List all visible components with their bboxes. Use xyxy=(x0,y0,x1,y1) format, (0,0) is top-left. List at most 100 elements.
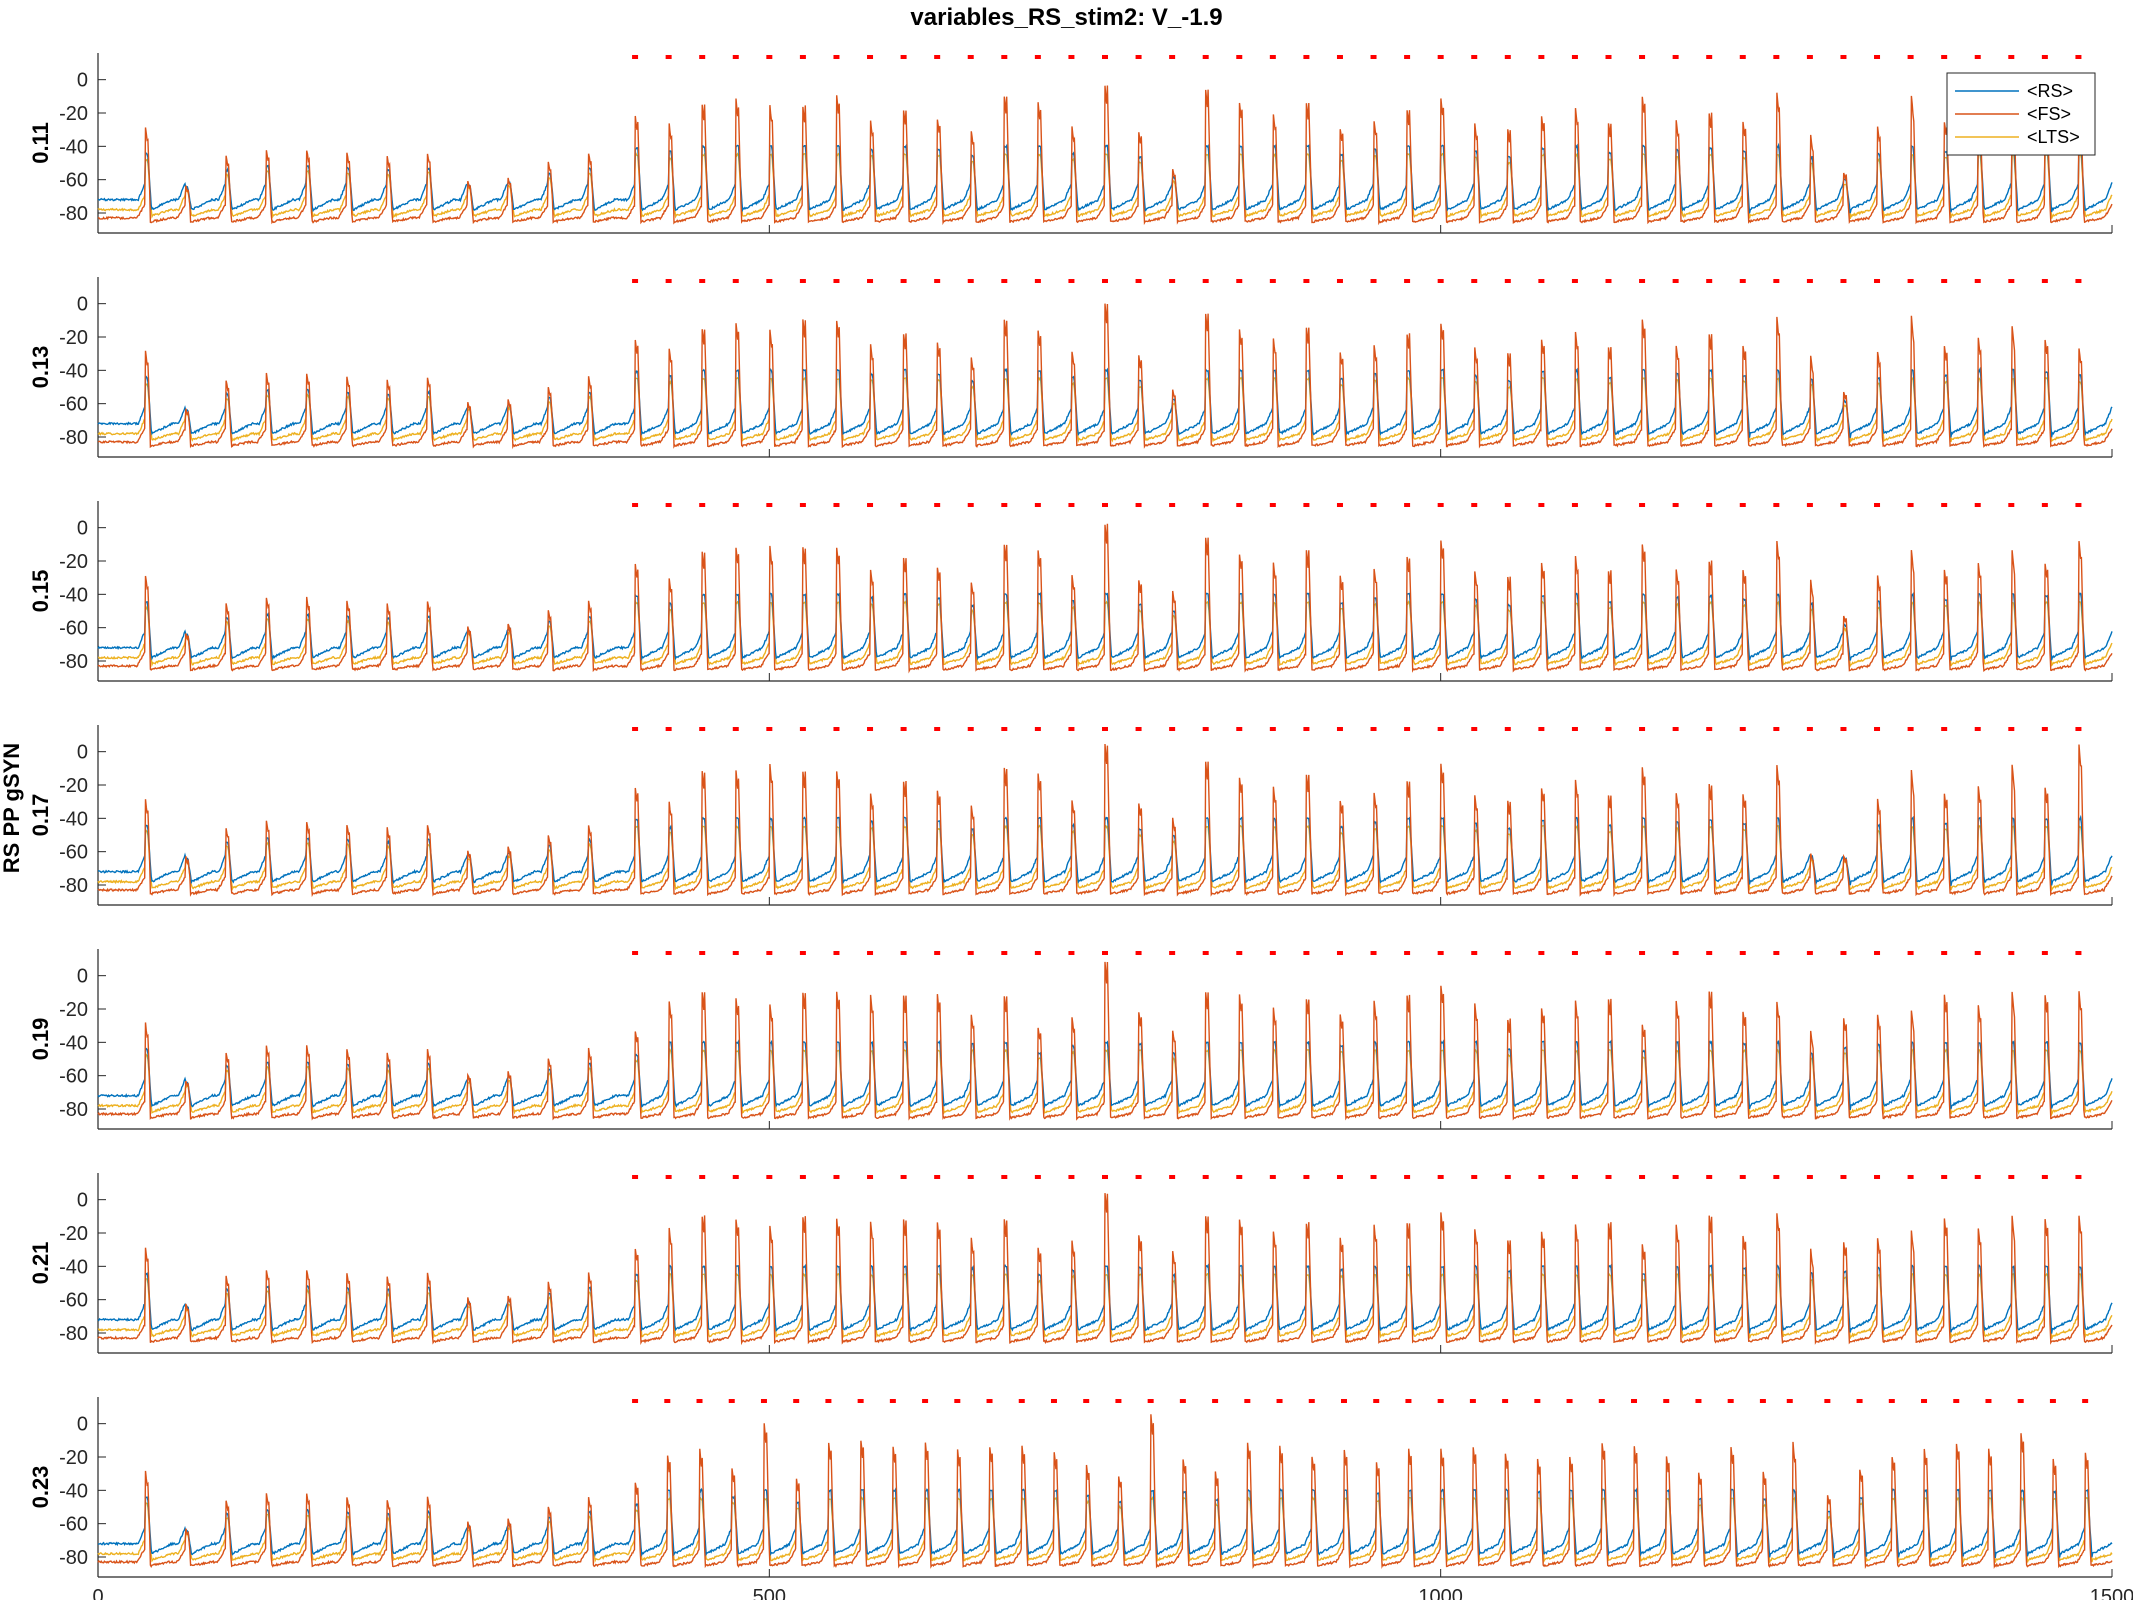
stim-marker xyxy=(1672,727,1679,731)
stim-marker xyxy=(2041,1175,2048,1179)
stim-marker xyxy=(1806,503,1813,507)
stim-marker xyxy=(1202,55,1209,59)
stim-marker xyxy=(2075,727,2082,731)
y-tick-label: -80 xyxy=(59,1099,88,1121)
stim-marker xyxy=(1672,503,1679,507)
trace-fs xyxy=(97,303,2113,450)
stim-marker xyxy=(1953,1399,1960,1403)
stim-marker xyxy=(1236,727,1243,731)
y-tick-label: 0 xyxy=(77,70,88,92)
stim-marker xyxy=(665,279,672,283)
stim-marker xyxy=(2017,1399,2024,1403)
stim-marker xyxy=(1373,1399,1380,1403)
legend: <RS> <FS> <LTS> xyxy=(1946,72,2096,156)
stim-marker xyxy=(1437,55,1444,59)
stim-marker xyxy=(1538,1175,1545,1179)
stim-marker xyxy=(934,279,941,283)
stim-marker xyxy=(1437,951,1444,955)
stim-marker xyxy=(1504,951,1511,955)
stim-marker xyxy=(1840,279,1847,283)
stim-marker xyxy=(1303,951,1310,955)
stim-marker xyxy=(732,951,739,955)
stim-marker xyxy=(1504,503,1511,507)
stim-marker xyxy=(1672,55,1679,59)
stim-marker xyxy=(967,55,974,59)
stim-marker xyxy=(1370,727,1377,731)
stim-marker xyxy=(1605,279,1612,283)
stim-marker xyxy=(1806,1175,1813,1179)
stim-marker xyxy=(632,55,639,59)
stim-marker xyxy=(1806,951,1813,955)
trace-fs xyxy=(97,961,2113,1121)
stim-marker xyxy=(2075,503,2082,507)
stim-marker xyxy=(1840,727,1847,731)
stim-marker xyxy=(1269,727,1276,731)
y-tick-label: -80 xyxy=(59,1547,88,1569)
stim-marker xyxy=(1179,1399,1186,1403)
panel-label: 0.21 xyxy=(28,1242,53,1285)
stim-marker xyxy=(1786,1399,1793,1403)
panel-label: 0.13 xyxy=(28,346,53,389)
stim-marker xyxy=(1471,951,1478,955)
stim-marker xyxy=(1534,1399,1541,1403)
stim-marker xyxy=(967,279,974,283)
trace-fs xyxy=(97,523,2113,674)
stim-marker xyxy=(799,951,806,955)
y-tick-label: -40 xyxy=(59,360,88,382)
stim-marker xyxy=(867,279,874,283)
stim-marker xyxy=(1824,1399,1831,1403)
stim-marker xyxy=(1941,55,1948,59)
stim-marker xyxy=(1469,1399,1476,1403)
stim-marker xyxy=(857,1399,864,1403)
stim-marker xyxy=(1739,951,1746,955)
stim-marker xyxy=(1759,1399,1766,1403)
stim-marker xyxy=(1169,951,1176,955)
stim-marker xyxy=(1269,279,1276,283)
stim-marker xyxy=(1102,503,1108,507)
stim-marker xyxy=(1236,55,1243,59)
stim-marker xyxy=(900,279,907,283)
stim-marker xyxy=(867,55,874,59)
panel-0-21: 0 -20 -40 -60 -80 0.21 xyxy=(28,1173,2113,1354)
panel-0-15: 0 -20 -40 -60 -80 0.15 xyxy=(28,501,2113,682)
stim-marker xyxy=(1370,1175,1377,1179)
stim-marker xyxy=(1538,951,1545,955)
stim-marker xyxy=(1974,55,1981,59)
stim-marker xyxy=(1303,727,1310,731)
stim-marker xyxy=(1941,951,1948,955)
stim-marker xyxy=(799,503,806,507)
trace-fs xyxy=(97,1414,2113,1570)
stim-marker xyxy=(1001,279,1008,283)
stim-marker xyxy=(900,503,907,507)
stim-marker xyxy=(1068,727,1075,731)
stim-marker xyxy=(1538,727,1545,731)
stim-marker xyxy=(1202,727,1209,731)
stim-marker xyxy=(900,55,907,59)
stim-marker xyxy=(1034,951,1041,955)
y-tick-label: -80 xyxy=(59,875,88,897)
stim-marker xyxy=(665,727,672,731)
stim-marker xyxy=(1571,55,1578,59)
y-tick-label: -40 xyxy=(59,136,88,158)
stim-marker xyxy=(1571,951,1578,955)
stim-marker xyxy=(1471,503,1478,507)
stim-marker xyxy=(1639,279,1646,283)
panel-label: 0.19 xyxy=(28,1018,53,1061)
stim-marker xyxy=(2041,55,2048,59)
stim-marker xyxy=(664,1399,671,1403)
legend-entry: <LTS> xyxy=(2027,127,2080,147)
stim-marker xyxy=(934,951,941,955)
stim-marker xyxy=(1336,279,1343,283)
stim-marker xyxy=(1874,1175,1881,1179)
stim-marker xyxy=(1806,55,1813,59)
stim-marker xyxy=(1840,503,1847,507)
stim-marker xyxy=(1034,503,1041,507)
stim-marker xyxy=(1169,503,1176,507)
stim-marker xyxy=(1404,55,1411,59)
stim-marker xyxy=(1269,55,1276,59)
stim-marker xyxy=(1605,727,1612,731)
stim-marker xyxy=(1739,503,1746,507)
trace-fs xyxy=(97,1193,2113,1346)
stim-marker xyxy=(1974,503,1981,507)
